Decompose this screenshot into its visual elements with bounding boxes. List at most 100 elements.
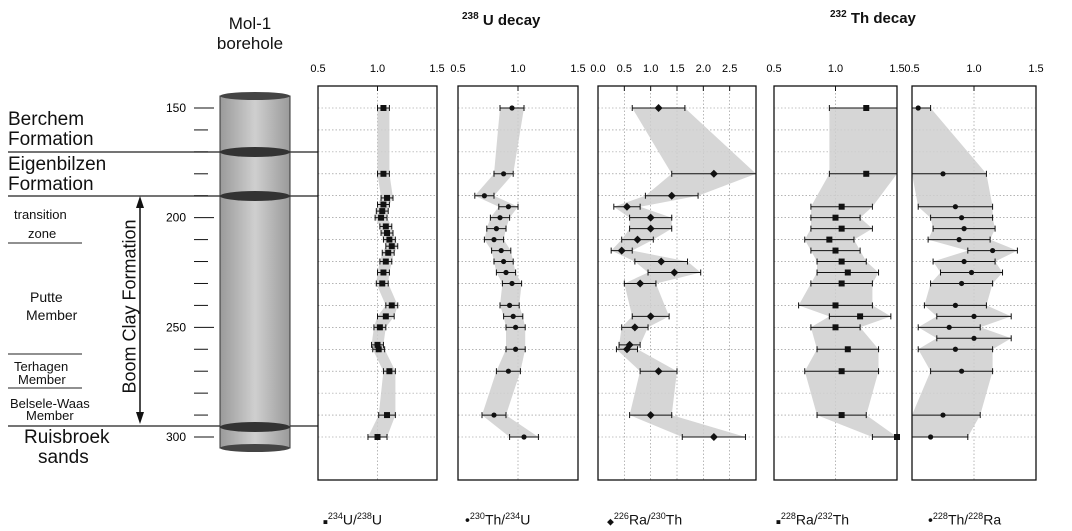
- depth-tick-label: 250: [166, 320, 186, 334]
- formation-belsele-waas-member: Belsele-Waas Member: [10, 396, 90, 422]
- data-point: [832, 302, 839, 309]
- data-point: [946, 324, 952, 330]
- legend-sup: 228: [780, 511, 796, 521]
- data-point: [709, 169, 718, 178]
- data-point: [501, 171, 507, 177]
- arrow-head-bottom: [136, 412, 144, 424]
- data-point: [384, 230, 391, 237]
- data-point: [380, 170, 387, 177]
- x-tick-label: 2.0: [696, 63, 711, 75]
- data-point: [940, 171, 946, 177]
- legend-text: Th: [665, 511, 683, 528]
- legend-text: U/: [342, 511, 357, 528]
- data-point: [959, 368, 965, 374]
- data-point: [961, 226, 967, 232]
- th-title-text: Th decay: [846, 10, 916, 27]
- data-point: [491, 237, 497, 243]
- formation-label1: transition: [14, 207, 67, 222]
- data-point: [636, 279, 645, 288]
- data-point: [388, 302, 395, 309]
- data-point: [382, 223, 389, 230]
- data-point: [501, 258, 507, 265]
- data-point: [385, 249, 392, 256]
- data-point: [622, 345, 631, 354]
- u-title-iso: 238: [462, 11, 479, 22]
- legend-marker: •: [928, 511, 933, 528]
- data-point: [952, 204, 959, 210]
- legend-sup: 234: [505, 511, 521, 521]
- data-point: [622, 202, 631, 211]
- x-tick-label: 1.5: [570, 63, 585, 75]
- legend-text: Th/: [484, 511, 506, 528]
- data-point: [382, 313, 389, 320]
- core-cap-top: [220, 92, 290, 100]
- well-name: Mol-1 borehole: [205, 14, 295, 54]
- x-tick-label: 2.5: [722, 63, 737, 75]
- data-point: [971, 313, 977, 319]
- data-point: [838, 368, 845, 375]
- data-point: [505, 204, 511, 210]
- x-tick-label: 1.5: [1028, 63, 1043, 75]
- core-disc: [220, 191, 290, 201]
- depth-tick-label: 200: [166, 211, 186, 225]
- well-name-line2: borehole: [216, 34, 284, 53]
- data-point: [379, 280, 386, 287]
- borehole-core: [219, 92, 291, 452]
- legend-sup: 230: [650, 511, 666, 521]
- x-tick-label: 0.5: [450, 63, 465, 75]
- x-tick-label: 1.0: [966, 63, 981, 75]
- data-point: [832, 214, 839, 221]
- formation-label2: Formation: [8, 174, 94, 195]
- formation-label1: Terhagen: [14, 359, 69, 374]
- data-point: [959, 215, 965, 221]
- data-point: [928, 434, 934, 440]
- data-point: [509, 105, 515, 111]
- data-point: [633, 235, 642, 244]
- legend-marker: ■: [323, 517, 328, 527]
- data-point: [838, 225, 845, 232]
- data-point: [493, 226, 499, 232]
- x-tick-label: 0.5: [766, 63, 781, 75]
- data-point: [646, 312, 655, 321]
- data-point: [503, 269, 509, 276]
- arrow-head-top: [136, 196, 144, 208]
- data-point: [388, 243, 395, 250]
- data-point: [376, 324, 383, 331]
- data-point: [844, 269, 851, 276]
- data-point: [968, 269, 975, 276]
- x-tick-label: 1.5: [889, 63, 904, 75]
- formation-transition-zone: transition zone: [14, 205, 67, 243]
- panel-title-u-decay: 238 U decay: [462, 11, 540, 29]
- data-point: [956, 237, 962, 243]
- formation-label2: Formation: [8, 129, 94, 150]
- legend-text: Th: [832, 511, 850, 528]
- legend-th230-u234: •230Th/234U: [465, 512, 530, 527]
- legend-text: U: [371, 511, 383, 528]
- legend-marker: ◆: [607, 516, 614, 527]
- panel-0: 0.5 1.0 1.5: [310, 63, 445, 481]
- legend-sup: 238: [356, 511, 372, 521]
- formation-label1: Putte: [30, 289, 63, 305]
- data-point: [826, 236, 833, 243]
- panel-4: 0.5 1.0 1.5: [904, 63, 1044, 481]
- panel-frame: [317, 85, 438, 481]
- formation-terhagen-member: Terhagen Member: [14, 360, 68, 386]
- formation-label1: Belsele-Waas: [10, 396, 90, 411]
- data-point: [507, 302, 513, 308]
- x-tick-label: 1.0: [510, 63, 525, 75]
- data-point: [667, 191, 676, 200]
- data-point: [374, 434, 381, 440]
- data-point: [654, 367, 663, 376]
- data-point: [384, 194, 391, 201]
- formation-label1: Ruisbroek: [24, 427, 110, 448]
- panel-frame: [457, 85, 579, 481]
- legend-text: Th/: [947, 511, 969, 528]
- data-point: [375, 346, 382, 353]
- x-tick-label: 1.5: [429, 63, 444, 75]
- data-point: [863, 170, 870, 177]
- data-point: [378, 214, 385, 221]
- data-point: [857, 313, 864, 320]
- formation-ruisbroek-sands: Ruisbroek sands: [24, 428, 110, 468]
- legend-sup: 228: [968, 511, 984, 521]
